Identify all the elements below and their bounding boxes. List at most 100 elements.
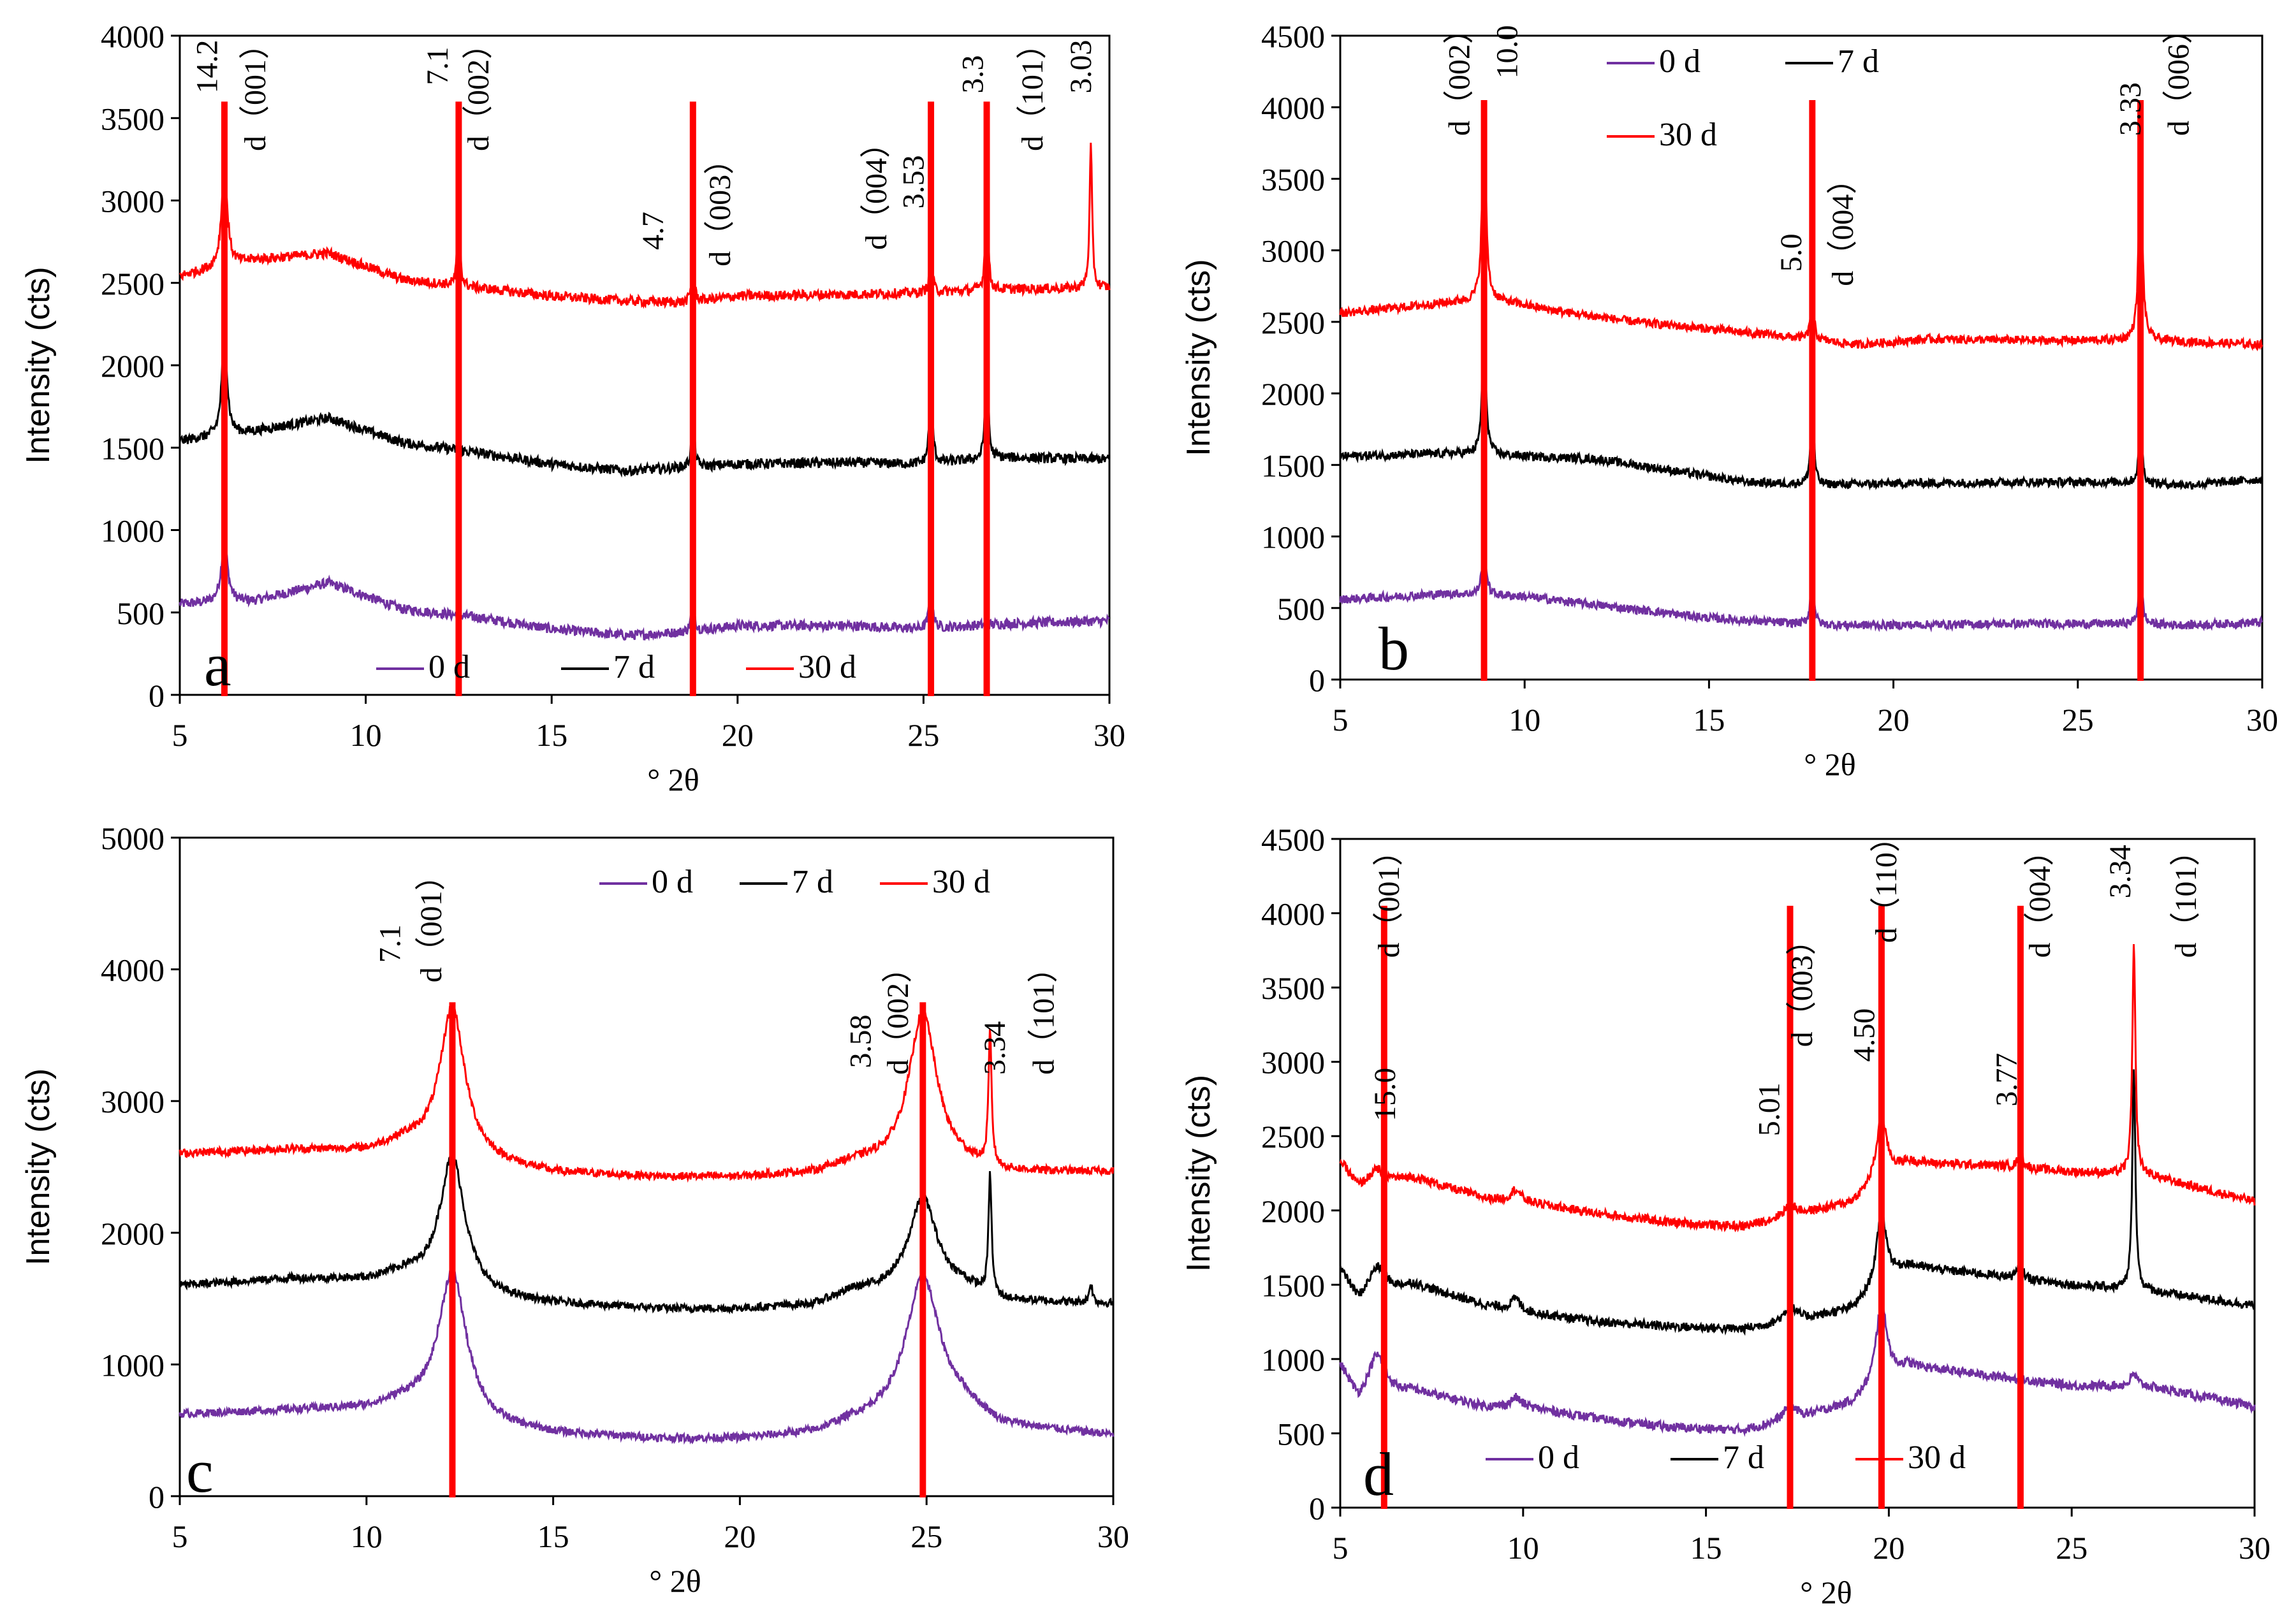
panel-letter: c	[186, 1437, 214, 1505]
panel-letter: d	[1363, 1440, 1394, 1508]
peak-annotation: d（002）	[1442, 13, 1476, 136]
y-tick-label: 2000	[101, 1216, 165, 1251]
peak-annotation: d（002）	[462, 29, 495, 151]
x-tick-label: 30	[1097, 1518, 1129, 1554]
peak-annotation: d（001）	[238, 29, 272, 151]
y-tick-label: 0	[149, 1479, 165, 1515]
y-tick-label: 1000	[101, 513, 165, 549]
peak-annotation: 3.3	[956, 55, 990, 93]
peak-annotation: d（101）	[2169, 835, 2203, 957]
peak-annotation: 5.0	[1774, 233, 1808, 272]
y-tick-label: 4000	[1261, 896, 1325, 932]
panel-d: 0 500 1000 1500 2000 2500 3000 3500 4000 4500 5 10 1…	[1180, 822, 2270, 1609]
panel-b: 0 500 1000 1500 2000 2500 3000 3500 4000 4500 5 10 1…	[1180, 13, 2278, 782]
x-tick-label: 20	[724, 1518, 756, 1554]
peak-annotation: 3.53	[896, 155, 930, 208]
y-tick-label: 3000	[1261, 1045, 1325, 1081]
y-axis-label: Intensity (cts)	[1180, 1075, 1217, 1272]
legend-label: 7 d	[613, 649, 655, 685]
y-tick-label: 3000	[1261, 233, 1325, 269]
y-tick-label: 1500	[1261, 448, 1325, 483]
x-tick-label: 5	[172, 717, 188, 753]
legend: 0 d 7 d 30 d	[1486, 1439, 1966, 1476]
legend-label: 30 d	[932, 864, 990, 900]
peak-annotation: d（003）	[1785, 924, 1819, 1047]
peak-annotation: 10.0	[1491, 25, 1525, 78]
y-tick-label: 0	[1309, 662, 1325, 698]
series-line-30d	[1339, 115, 2263, 352]
x-tick-label: 20	[722, 717, 754, 753]
series-line-0d	[1339, 537, 2263, 633]
peak-annotation: d（001）	[1372, 835, 1406, 957]
y-tick-label: 4000	[101, 952, 165, 988]
x-axis-label: ° 2θ	[649, 1563, 701, 1599]
x-tick-label: 20	[1878, 702, 1910, 738]
series-line-30d	[1339, 944, 2256, 1233]
panel-a: 0 500 1000 1500 2000 2500 3000 3500 4000 5 10 15 20 2…	[20, 18, 1125, 797]
x-tick-label: 25	[907, 717, 939, 753]
x-tick-label: 15	[1690, 1530, 1722, 1566]
series-line-0d	[1339, 1299, 2256, 1438]
legend: 0 d 7 d 30 d	[376, 649, 856, 685]
plot-frame	[1339, 838, 2256, 1509]
legend-label: 7 d	[1838, 43, 1879, 80]
peak-annotation: d（101）	[1027, 952, 1060, 1075]
peak-annotation: 3.77	[1990, 1053, 2024, 1107]
legend-label: 0 d	[652, 864, 693, 900]
y-tick-label: 5000	[101, 820, 165, 856]
y-tick-label: 1000	[1261, 520, 1325, 555]
legend-label: 0 d	[1538, 1439, 1579, 1476]
plot-frame	[179, 34, 1111, 696]
panel-letter: b	[1378, 615, 1409, 683]
series-line-0d	[179, 537, 1110, 641]
legend-label: 30 d	[798, 649, 856, 685]
series-line-7d	[179, 242, 1111, 478]
y-tick-label: 3500	[1261, 161, 1325, 197]
x-tick-label: 15	[537, 1518, 569, 1554]
peak-annotation: 5.01	[1752, 1082, 1786, 1136]
plot-frame	[179, 836, 1115, 1497]
peak-annotation: 3.34	[2103, 845, 2137, 898]
y-tick-label: 3000	[101, 184, 165, 219]
y-axis-label: Intensity (cts)	[1180, 259, 1217, 456]
y-tick-label: 4000	[1261, 90, 1325, 126]
y-tick-label: 0	[1309, 1490, 1325, 1526]
peak-annotation: 7.1	[374, 924, 407, 963]
peak-annotation: 14.2	[190, 40, 224, 93]
x-tick-label: 10	[1507, 1530, 1539, 1566]
x-tick-label: 25	[2062, 702, 2094, 738]
x-axis-label: ° 2θ	[1800, 1575, 1852, 1606]
peak-annotation: d（001）	[414, 860, 448, 982]
x-tick-label: 30	[2246, 702, 2278, 738]
legend-label: 0 d	[428, 649, 470, 685]
legend-label: 7 d	[792, 864, 833, 900]
y-tick-label: 500	[1277, 591, 1325, 627]
x-tick-label: 15	[1693, 702, 1725, 738]
y-tick-label: 4500	[1261, 822, 1325, 857]
y-tick-label: 2500	[101, 266, 165, 302]
x-tick-label: 30	[2239, 1530, 2270, 1566]
peak-annotation: 15.0	[1368, 1068, 1402, 1121]
legend-label: 30 d	[1659, 117, 1717, 153]
legend: 0 d 7 d 30 d	[1607, 43, 1879, 153]
panel-letter: a	[204, 630, 231, 699]
x-tick-label: 15	[536, 717, 567, 753]
panel-c: 0 1000 2000 3000 4000 5000 5 10 15 20 25 30 Intensit…	[20, 820, 1129, 1599]
x-tick-label: 25	[910, 1518, 942, 1554]
plot-frame	[1339, 34, 2263, 681]
legend: 0 d 7 d 30 d	[599, 864, 990, 900]
peak-annotation: 7.1	[421, 47, 455, 85]
peak-annotation: 3.58	[844, 1015, 877, 1068]
x-tick-label: 5	[172, 1518, 188, 1554]
y-tick-label: 2500	[1261, 305, 1325, 340]
x-tick-label: 10	[350, 717, 382, 753]
x-tick-label: 10	[1509, 702, 1540, 738]
x-tick-label: 5	[1333, 702, 1349, 738]
y-tick-label: 4500	[1261, 18, 1325, 54]
y-tick-label: 2500	[1261, 1119, 1325, 1154]
x-tick-label: 30	[1093, 717, 1125, 753]
x-axis-label: ° 2θ	[647, 762, 699, 797]
legend-label: 0 d	[1659, 43, 1700, 80]
y-tick-label: 1000	[1261, 1342, 1325, 1378]
